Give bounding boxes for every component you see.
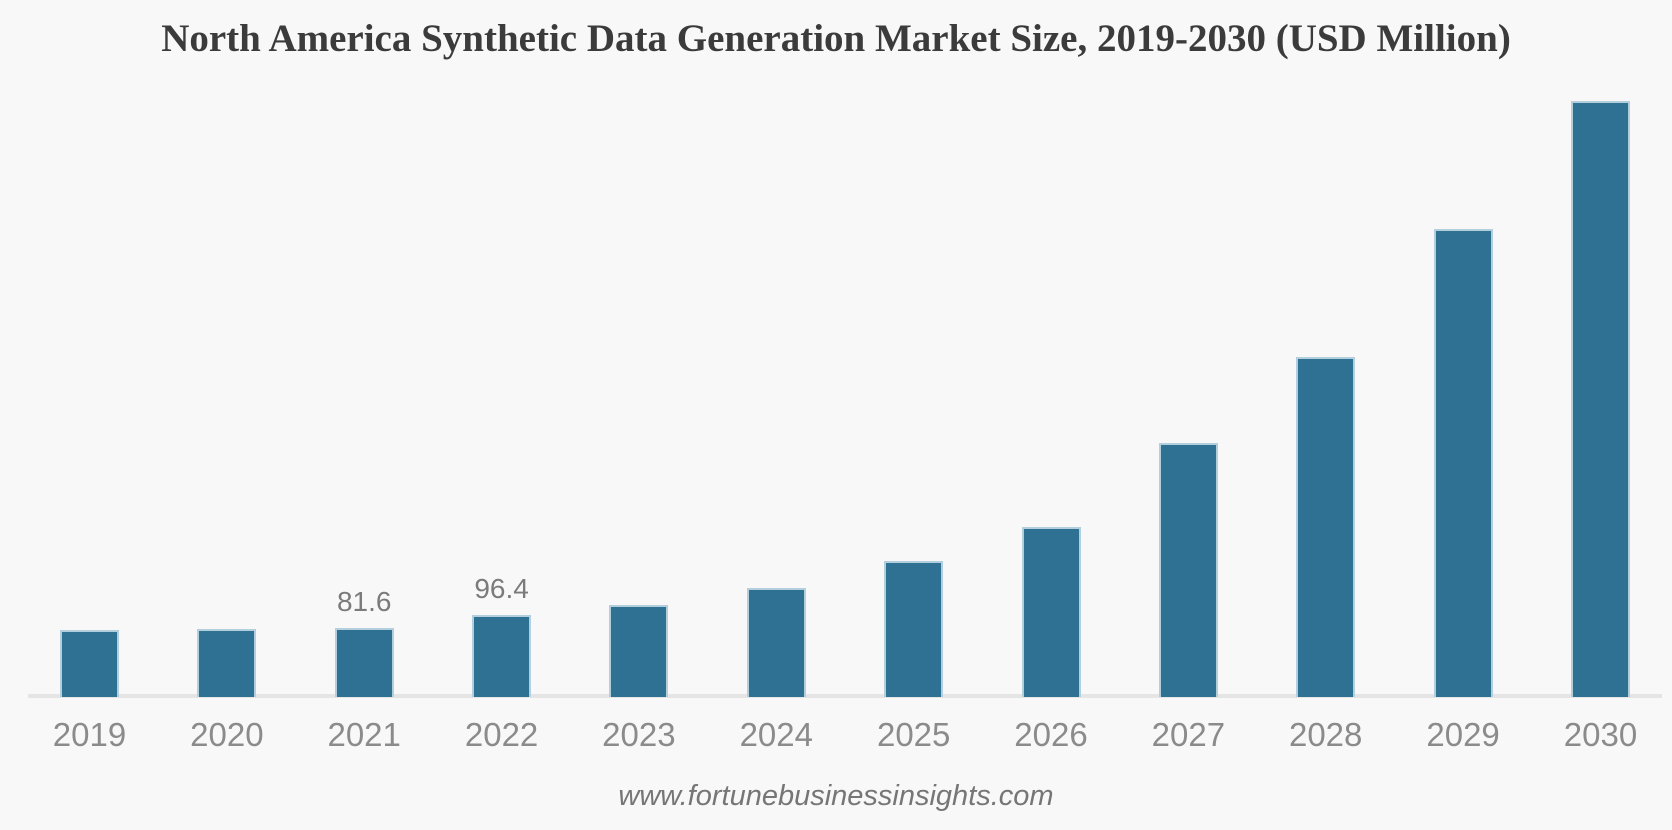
x-axis-label-2030: 2030 [1563, 716, 1638, 753]
data-label-2021: 81.6 [336, 586, 392, 617]
x-axis-line [28, 694, 1662, 698]
bar-2023 [609, 605, 669, 697]
bar-2027 [1158, 443, 1218, 697]
bar-2030 [1571, 101, 1630, 697]
x-axis-label-2021: 2021 [327, 716, 401, 753]
x-axis-label-2026: 2026 [1014, 716, 1088, 753]
x-axis-label-2028: 2028 [1288, 716, 1363, 753]
bar-2028 [1296, 357, 1356, 697]
bar-2021 [334, 628, 394, 697]
source-url: www.fortunebusinessinsights.com [618, 780, 1054, 812]
bar-2029 [1433, 229, 1493, 697]
x-axis-label-2024: 2024 [739, 716, 813, 753]
chart-title: North America Synthetic Data Generation … [161, 17, 1511, 60]
bar-2025 [884, 561, 944, 697]
x-axis-label-2020: 2020 [190, 716, 264, 753]
x-axis-label-2022: 2022 [464, 716, 539, 753]
bar-2024 [746, 588, 806, 697]
x-axis-label-2029: 2029 [1426, 716, 1500, 753]
bar-2026 [1021, 527, 1081, 697]
x-axis-label-2025: 2025 [876, 716, 951, 753]
x-axis-label-2027: 2027 [1151, 716, 1226, 753]
bar-2019 [60, 630, 119, 697]
x-axis-label-2023: 2023 [602, 716, 676, 753]
bar-2020 [197, 629, 257, 697]
bar-2022 [472, 615, 532, 697]
x-axis-label-2019: 2019 [52, 716, 127, 753]
data-label-2022: 96.4 [474, 573, 529, 604]
